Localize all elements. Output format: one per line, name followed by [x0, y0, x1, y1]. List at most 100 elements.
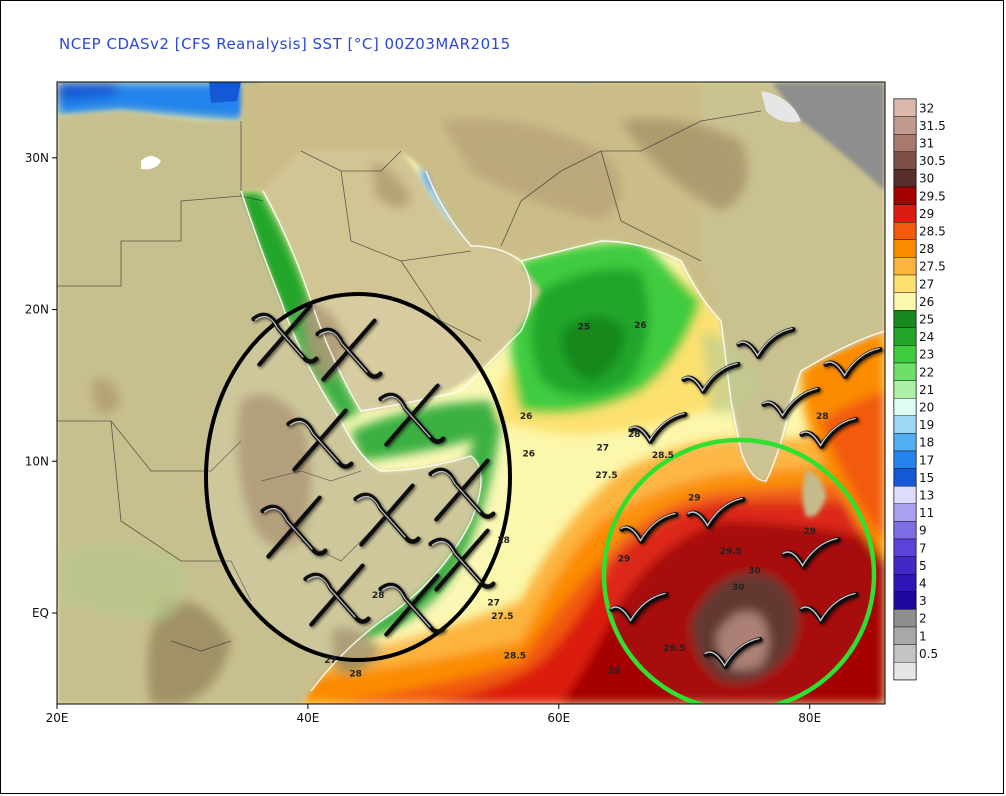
sst-label: 29	[608, 667, 621, 677]
x-marks	[251, 303, 496, 637]
legend-swatch	[893, 257, 917, 276]
sst-label: 25	[578, 322, 591, 332]
sst-label: 29	[688, 494, 701, 504]
x-mark	[428, 528, 496, 592]
check-mark	[736, 327, 796, 359]
x-mark	[315, 318, 383, 382]
sst-label: 27	[324, 656, 337, 666]
check-mark	[761, 387, 821, 419]
x-mark	[251, 303, 319, 367]
legend-swatch	[893, 186, 917, 205]
legend-swatch	[893, 221, 917, 240]
legend-label: 31.5	[919, 119, 946, 133]
legend-swatch	[893, 274, 917, 293]
legend-swatch	[893, 468, 917, 487]
highlight-overlays	[204, 292, 883, 704]
legend-swatch	[893, 415, 917, 434]
x-axis: 20E 40E 60E 80E	[46, 704, 821, 725]
check-mark	[628, 412, 688, 444]
check-mark	[799, 592, 859, 624]
legend-swatch	[893, 591, 917, 610]
sst-label: 28	[628, 430, 641, 440]
x-mark	[353, 483, 421, 547]
legend-swatch	[893, 151, 917, 170]
legend-label: 29	[919, 207, 934, 221]
legend-label: 15	[919, 471, 934, 485]
legend-swatch	[893, 450, 917, 469]
legend-label: 20	[919, 401, 934, 415]
country-borders	[57, 110, 762, 652]
legend-label: 5	[919, 559, 927, 573]
x-mark	[286, 408, 354, 472]
legend-label: 19	[919, 418, 934, 432]
plot-border	[56, 81, 886, 705]
sst-label: 29	[618, 554, 631, 564]
chart-title: NCEP CDASv2 [CFS Reanalysis] SST [°C] 00…	[59, 35, 511, 53]
sst-label: 29.5	[663, 644, 685, 654]
legend-swatch	[893, 521, 917, 540]
legend-label: 27.5	[919, 260, 946, 274]
legend-label: 30	[919, 172, 934, 186]
legend-swatch	[893, 538, 917, 557]
legend-swatch	[893, 644, 917, 663]
sst-label: 26	[522, 450, 535, 460]
sst-label: 28	[497, 536, 510, 546]
legend-label: 30.5	[919, 154, 946, 168]
legend-swatch	[893, 310, 917, 329]
x-tick-label: 20E	[46, 711, 69, 725]
legend-label: 9	[919, 524, 927, 538]
sst-label: 30	[748, 567, 761, 577]
x-mark	[378, 383, 446, 447]
legend-label: 31	[919, 137, 934, 151]
y-tick-label: 20N	[25, 303, 49, 317]
check-mark	[799, 417, 859, 449]
legend-swatch	[893, 380, 917, 399]
check-mark	[681, 362, 741, 394]
legend-swatch	[893, 662, 917, 681]
x-mark	[303, 563, 371, 627]
legend-label: 23	[919, 348, 934, 362]
legend-swatch	[893, 327, 917, 346]
map-area: 25 26 26 26 27 28 28.5 27.5 28 29 28 29 29.5 30 29 30 27…	[57, 82, 885, 704]
legend-label: 2	[919, 612, 927, 626]
check-marks	[609, 327, 883, 669]
legend-swatch	[893, 292, 917, 311]
check-mark	[609, 592, 669, 624]
sst-label: 26	[520, 412, 533, 422]
legend-swatch	[893, 398, 917, 417]
legend-swatch	[893, 609, 917, 628]
legend-label: 7	[919, 541, 927, 555]
legend-label: 1	[919, 629, 927, 643]
sst-label: 28	[349, 670, 362, 680]
legend-swatch	[893, 239, 917, 258]
sst-label: 27.5	[595, 471, 617, 481]
legend-swatch	[893, 574, 917, 593]
color-legend: 3231.53130.53029.52928.52827.52726252423…	[893, 98, 946, 681]
sst-label: 30	[732, 583, 745, 593]
black-ellipse	[204, 292, 512, 662]
check-mark	[619, 512, 679, 544]
x-tick-label: 60E	[547, 711, 570, 725]
sst-label: 28.5	[504, 651, 526, 661]
legend-swatch	[893, 626, 917, 645]
y-axis: 30N 20N 10N EQ	[25, 151, 57, 620]
sst-label: 29	[803, 527, 816, 537]
check-mark	[781, 537, 841, 569]
legend-label: 3	[919, 594, 927, 608]
sst-label: 27.5	[491, 612, 513, 622]
legend-label: 22	[919, 365, 934, 379]
legend-label: 27	[919, 277, 934, 291]
legend-label: 0.5	[919, 647, 938, 661]
legend-swatch	[893, 204, 917, 223]
legend-label: 17	[919, 453, 934, 467]
legend-label: 11	[919, 506, 934, 520]
sst-label: 26	[634, 321, 647, 331]
legend-label: 29.5	[919, 189, 946, 203]
legend-label: 21	[919, 383, 934, 397]
legend-swatch	[893, 169, 917, 188]
legend-label: 24	[919, 330, 934, 344]
legend-swatch	[893, 556, 917, 575]
sst-contour-labels: 25 26 26 26 27 28 28.5 27.5 28 29 28 29 29.5 30 29 30 27…	[324, 321, 828, 680]
